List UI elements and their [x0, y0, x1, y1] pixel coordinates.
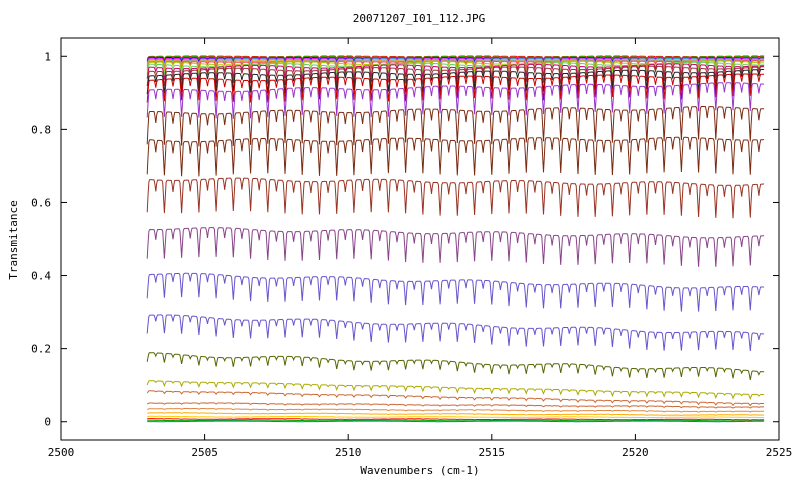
y-tick-label: 1: [44, 50, 51, 63]
series-line: [146, 73, 765, 103]
y-tick-label: 0: [44, 416, 51, 429]
series-layer: [146, 55, 765, 423]
x-tick-label: 2515: [479, 446, 506, 459]
y-axis: 0 0.2 0.4 0.6 0.8 1: [31, 50, 779, 429]
x-tick-label: 2505: [191, 446, 218, 459]
chart-title: 20071207_I01_112.JPG: [353, 12, 485, 25]
series-line: [146, 65, 765, 87]
series-line: [146, 177, 765, 219]
y-tick-label: 0.6: [31, 196, 51, 209]
series-line: [146, 390, 765, 407]
series-line: [146, 68, 765, 95]
plot-frame: [60, 37, 780, 441]
series-line: [147, 419, 765, 422]
series-line: [146, 352, 765, 380]
series-line: [146, 55, 765, 60]
series-line: [146, 106, 765, 147]
series-line: [147, 418, 765, 421]
series-line: [146, 60, 765, 70]
series-line: [146, 63, 765, 81]
y-axis-label: Transmitance: [7, 200, 20, 279]
series-line: [147, 408, 765, 413]
x-tick-label: 2520: [622, 446, 649, 459]
series-line: [147, 415, 765, 419]
x-axis: 2500 2505 2510 2515 2520 2525: [48, 38, 793, 459]
series-line: [146, 272, 765, 312]
y-tick-label: 0.2: [31, 343, 51, 356]
series-line: [146, 82, 765, 119]
series-line: [146, 402, 765, 409]
y-tick-label: 0.8: [31, 123, 51, 136]
series-line: [146, 136, 765, 177]
series-line: [146, 380, 765, 401]
series-line: [146, 314, 765, 352]
series-line: [147, 420, 765, 423]
x-tick-label: 2500: [48, 446, 75, 459]
x-axis-label: Wavenumbers (cm-1): [360, 464, 479, 477]
x-tick-label: 2525: [766, 446, 793, 459]
x-tick-label: 2510: [335, 446, 362, 459]
series-line: [147, 412, 765, 416]
y-tick-label: 0.4: [31, 270, 51, 283]
series-line: [146, 227, 765, 267]
